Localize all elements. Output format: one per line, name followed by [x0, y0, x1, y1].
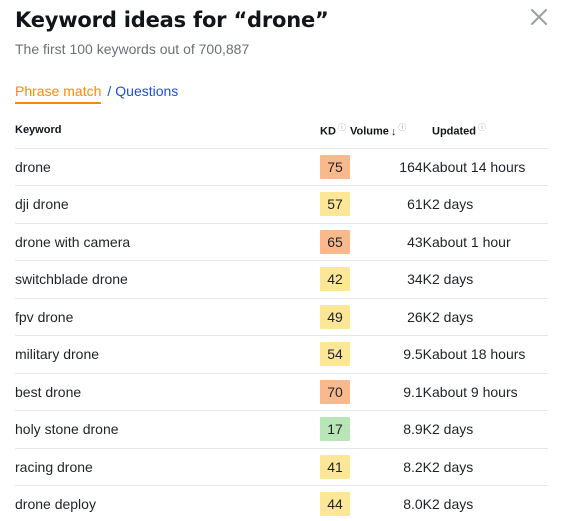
kd-cell: 75 — [320, 148, 350, 186]
kd-badge: 57 — [320, 192, 350, 217]
kd-cell: 70 — [320, 373, 350, 411]
updated-value: about 1 hour — [432, 223, 548, 261]
table-header-row: Keyword KD ⓘ Volume ↓ ⓘ Updated ⓘ — [15, 112, 548, 149]
column-header-updated[interactable]: Updated ⓘ — [432, 112, 548, 149]
table-row[interactable]: fpv drone 49 26K 2 days — [15, 298, 548, 336]
keyword-link[interactable]: dji drone — [15, 185, 320, 224]
keyword-link[interactable]: drone — [15, 148, 320, 186]
kd-cell: 41 — [320, 448, 350, 486]
volume-value: 34K — [350, 260, 432, 299]
keyword-link[interactable]: drone deploy — [15, 485, 320, 521]
keyword-link[interactable]: switchblade drone — [15, 260, 320, 299]
kd-badge: 44 — [320, 492, 350, 517]
updated-value: 2 days — [432, 485, 548, 521]
kd-cell: 42 — [320, 260, 350, 299]
match-type-tabs: Phrase match / Questions — [15, 83, 178, 104]
kd-badge: 75 — [320, 154, 350, 179]
updated-value: about 18 hours — [432, 335, 548, 374]
close-icon[interactable] — [528, 6, 550, 28]
kd-cell: 49 — [320, 298, 350, 336]
updated-value: about 14 hours — [432, 148, 548, 186]
table-row[interactable]: best drone 70 9.1K about 9 hours — [15, 373, 548, 411]
volume-value: 43K — [350, 223, 432, 261]
sort-down-icon[interactable]: ↓ — [390, 125, 397, 138]
volume-value: 26K — [350, 298, 432, 336]
kd-badge: 17 — [320, 417, 350, 442]
panel-subtitle: The first 100 keywords out of 700,887 — [15, 41, 250, 57]
volume-info-icon[interactable]: ⓘ — [398, 122, 407, 132]
kd-badge: 70 — [320, 379, 350, 404]
column-header-keyword: Keyword — [15, 112, 320, 149]
tab-phrase-match[interactable]: Phrase match — [15, 83, 102, 104]
updated-value: about 9 hours — [432, 373, 548, 411]
table-row[interactable]: military drone 54 9.5K about 18 hours — [15, 335, 548, 374]
updated-value: 2 days — [432, 185, 548, 224]
kd-cell: 65 — [320, 223, 350, 261]
kd-badge: 42 — [320, 267, 350, 292]
kd-badge: 54 — [320, 342, 350, 367]
volume-value: 8.9K — [350, 410, 432, 449]
column-header-volume[interactable]: Volume ↓ ⓘ — [350, 112, 432, 149]
volume-value: 8.0K — [350, 485, 432, 521]
kd-info-icon[interactable]: ⓘ — [337, 122, 346, 132]
updated-value: 2 days — [432, 260, 548, 299]
kd-cell: 17 — [320, 410, 350, 449]
tab-separator: / — [107, 83, 112, 99]
volume-value: 8.2K — [350, 448, 432, 486]
updated-value: 2 days — [432, 410, 548, 449]
table-row[interactable]: drone 75 164K about 14 hours — [15, 148, 548, 186]
keyword-link[interactable]: drone with camera — [15, 223, 320, 261]
table-row[interactable]: drone deploy 44 8.0K 2 days — [15, 485, 548, 521]
kd-badge: 49 — [320, 304, 350, 329]
updated-value: 2 days — [432, 448, 548, 486]
volume-value: 164K — [350, 148, 432, 186]
kd-badge: 41 — [320, 454, 350, 479]
table-row[interactable]: dji drone 57 61K 2 days — [15, 185, 548, 224]
kd-cell: 54 — [320, 335, 350, 374]
keyword-link[interactable]: best drone — [15, 373, 320, 411]
volume-value: 9.1K — [350, 373, 432, 411]
keyword-link[interactable]: fpv drone — [15, 298, 320, 336]
keyword-link[interactable]: military drone — [15, 335, 320, 374]
updated-value: 2 days — [432, 298, 548, 336]
kd-cell: 44 — [320, 485, 350, 521]
table-row[interactable]: racing drone 41 8.2K 2 days — [15, 448, 548, 486]
volume-value: 9.5K — [350, 335, 432, 374]
tab-questions[interactable]: Questions — [115, 83, 179, 99]
table-row[interactable]: holy stone drone 17 8.9K 2 days — [15, 410, 548, 449]
kd-badge: 65 — [320, 229, 350, 254]
kd-cell: 57 — [320, 185, 350, 224]
volume-value: 61K — [350, 185, 432, 224]
updated-info-icon[interactable]: ⓘ — [478, 122, 486, 132]
keywords-table: Keyword KD ⓘ Volume ↓ ⓘ Updated ⓘ drone 75 164… — [15, 112, 548, 521]
keyword-link[interactable]: racing drone — [15, 448, 320, 486]
panel-title: Keyword ideas for “drone” — [15, 8, 329, 32]
column-header-kd[interactable]: KD ⓘ — [320, 112, 350, 149]
keyword-link[interactable]: holy stone drone — [15, 410, 320, 449]
table-row[interactable]: drone with camera 65 43K about 1 hour — [15, 223, 548, 261]
table-row[interactable]: switchblade drone 42 34K 2 days — [15, 260, 548, 299]
